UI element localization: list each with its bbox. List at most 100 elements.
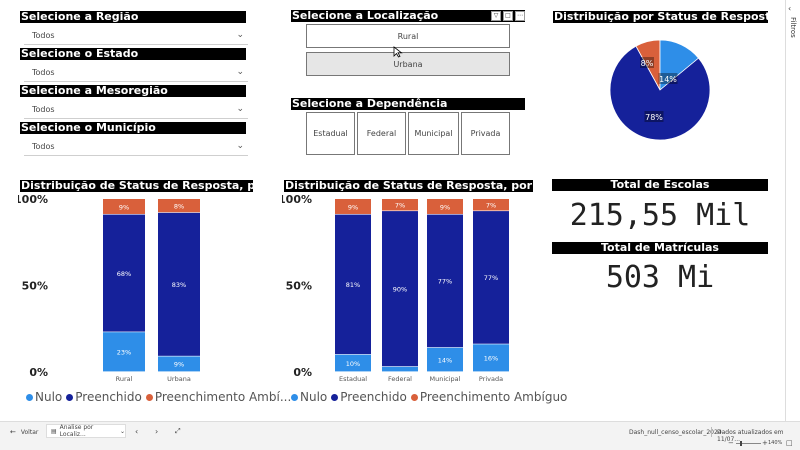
dependencia-option-estadual[interactable]: Estadual xyxy=(306,112,355,155)
total-escolas-value: 215,55 Mil xyxy=(569,198,751,233)
bar-segment[interactable] xyxy=(473,199,509,211)
page-tab[interactable]: ▤ Analise por Localiz... ⌄ xyxy=(46,424,126,438)
mesoregiao-dropdown-value: Todos xyxy=(32,105,55,114)
page-icon: ▤ xyxy=(51,427,57,435)
zoom-slider[interactable] xyxy=(736,443,761,444)
mesoregiao-slicer-title: Selecione a Mesoregião xyxy=(20,85,246,97)
legend-dot xyxy=(26,393,33,401)
bar-segment[interactable] xyxy=(103,199,145,214)
pie-chart-title: Distribuição por Status de Resposta xyxy=(553,11,768,23)
option-label: Municipal xyxy=(414,129,453,138)
y-tick-label: 50% xyxy=(22,280,48,293)
y-tick-label: 50% xyxy=(286,280,312,293)
data-label: 68% xyxy=(117,270,131,278)
data-label: 77% xyxy=(438,278,452,286)
data-label: 77% xyxy=(484,274,498,282)
x-tick-label: Rural xyxy=(116,375,133,383)
legend-label: Nulo xyxy=(300,390,328,404)
filter-icon[interactable]: ▽ xyxy=(491,11,501,21)
bar-segment[interactable] xyxy=(158,356,200,372)
data-label: 23% xyxy=(117,349,131,357)
zoom-in-button[interactable]: + xyxy=(762,439,768,447)
legend-dot xyxy=(410,393,418,401)
localizacao-chart-legend: Nulo Preenchido Preenchimento Ambí... xyxy=(26,390,295,404)
legend-dot xyxy=(66,393,74,401)
back-button[interactable]: ← Voltar xyxy=(10,428,38,436)
data-label: 16% xyxy=(484,355,498,363)
data-label: 8% xyxy=(174,202,184,210)
data-updated-text: Dados atualizados em 11/07... xyxy=(717,429,784,443)
bar-segment[interactable] xyxy=(382,199,418,211)
pie-data-label: 78% xyxy=(645,113,663,122)
legend-label: Nulo xyxy=(35,390,63,404)
legend-item-nulo: Nulo xyxy=(26,390,62,404)
bar-segment[interactable] xyxy=(335,214,371,355)
data-label: 81% xyxy=(346,281,360,289)
zoom-slider-thumb[interactable] xyxy=(740,441,742,446)
x-tick-label: Federal xyxy=(388,375,412,383)
bar-segment[interactable] xyxy=(382,366,418,372)
next-page-button[interactable]: › xyxy=(155,427,159,436)
total-matriculas-title: Total de Matrículas xyxy=(552,242,768,254)
legend-item-preenchido: Preenchido xyxy=(331,390,407,404)
total-escolas-title: Total de Escolas xyxy=(552,179,768,191)
legend-label: Preenchido xyxy=(75,390,142,404)
fit-to-page-icon[interactable]: □ xyxy=(786,439,793,447)
dependencia-option-federal[interactable]: Federal xyxy=(357,112,406,155)
divider xyxy=(711,427,712,437)
more-options-icon[interactable]: ⋯ xyxy=(515,11,525,21)
data-label: 9% xyxy=(440,203,450,211)
data-label: 9% xyxy=(348,203,358,211)
estado-dropdown[interactable]: Todos ⌄ xyxy=(24,64,248,82)
bar-segment[interactable] xyxy=(103,214,145,332)
fullscreen-icon[interactable]: ⤢ xyxy=(175,427,181,435)
focus-mode-icon[interactable]: □ xyxy=(503,11,513,21)
option-label: Privada xyxy=(470,129,501,138)
pie-chart: 8% 14% 78% xyxy=(609,39,711,141)
dependencia-option-privada[interactable]: Privada xyxy=(461,112,510,155)
bar-segment[interactable] xyxy=(382,211,418,367)
bar-segment[interactable] xyxy=(427,199,463,214)
data-label: 7% xyxy=(395,202,405,210)
localizacao-option-urbana[interactable]: Urbana xyxy=(306,52,510,76)
municipio-dropdown[interactable]: Todos ⌄ xyxy=(24,138,248,156)
legend-item-ambiguo: Preenchimento Ambí... xyxy=(145,390,291,404)
data-label: 9% xyxy=(174,361,184,369)
bar-segment[interactable] xyxy=(158,199,200,213)
pie-data-label: 8% xyxy=(641,59,654,68)
municipio-slicer-title: Selecione o Município xyxy=(20,122,246,134)
bar-segment[interactable] xyxy=(473,211,509,344)
bar-segment[interactable] xyxy=(103,332,145,372)
pie-label-bg xyxy=(640,57,654,68)
estado-dropdown-value: Todos xyxy=(32,68,55,77)
arrow-left-icon: ← xyxy=(10,428,16,436)
bar-segment[interactable] xyxy=(427,214,463,348)
bar-segment[interactable] xyxy=(158,212,200,356)
estado-slicer-title: Selecione o Estado xyxy=(20,48,246,60)
dependencia-chart-legend: Nulo Preenchido Preenchimento Ambíguo xyxy=(291,390,571,404)
x-tick-label: Privada xyxy=(479,375,503,383)
filters-pane[interactable]: ‹ Filtros xyxy=(785,0,800,421)
prev-page-button[interactable]: ‹ xyxy=(135,427,139,436)
pie-label-bg xyxy=(658,73,678,84)
status-bar: ← Voltar ▤ Analise por Localiz... ⌄ ‹ › … xyxy=(0,421,800,450)
mouse-cursor-icon xyxy=(393,46,403,58)
dependencia-stacked-bar-chart: 0% 50% 100% 10% 81% 9% Estadual 90% 7% Federal 14%… xyxy=(282,193,509,383)
y-tick-label: 0% xyxy=(29,366,48,379)
legend-label: Preenchido xyxy=(340,390,407,404)
localizacao-option-rural[interactable]: Rural xyxy=(306,24,510,48)
pie-slice[interactable] xyxy=(609,45,711,141)
dependencia-option-municipal[interactable]: Municipal xyxy=(408,112,459,155)
option-label: Federal xyxy=(366,129,397,138)
chevron-left-icon[interactable]: ‹ xyxy=(788,4,792,13)
bar-segment[interactable] xyxy=(335,354,371,372)
zoom-out-button[interactable]: − xyxy=(728,439,734,447)
legend-dot xyxy=(145,393,153,401)
bar-segment[interactable] xyxy=(473,344,509,372)
bar-segment[interactable] xyxy=(427,347,463,372)
regiao-dropdown[interactable]: Todos ⌄ xyxy=(24,27,248,45)
mesoregiao-dropdown[interactable]: Todos ⌄ xyxy=(24,101,248,119)
chevron-down-icon: ⌄ xyxy=(236,104,244,114)
bar-segment[interactable] xyxy=(335,199,371,214)
legend-dot xyxy=(331,393,339,401)
